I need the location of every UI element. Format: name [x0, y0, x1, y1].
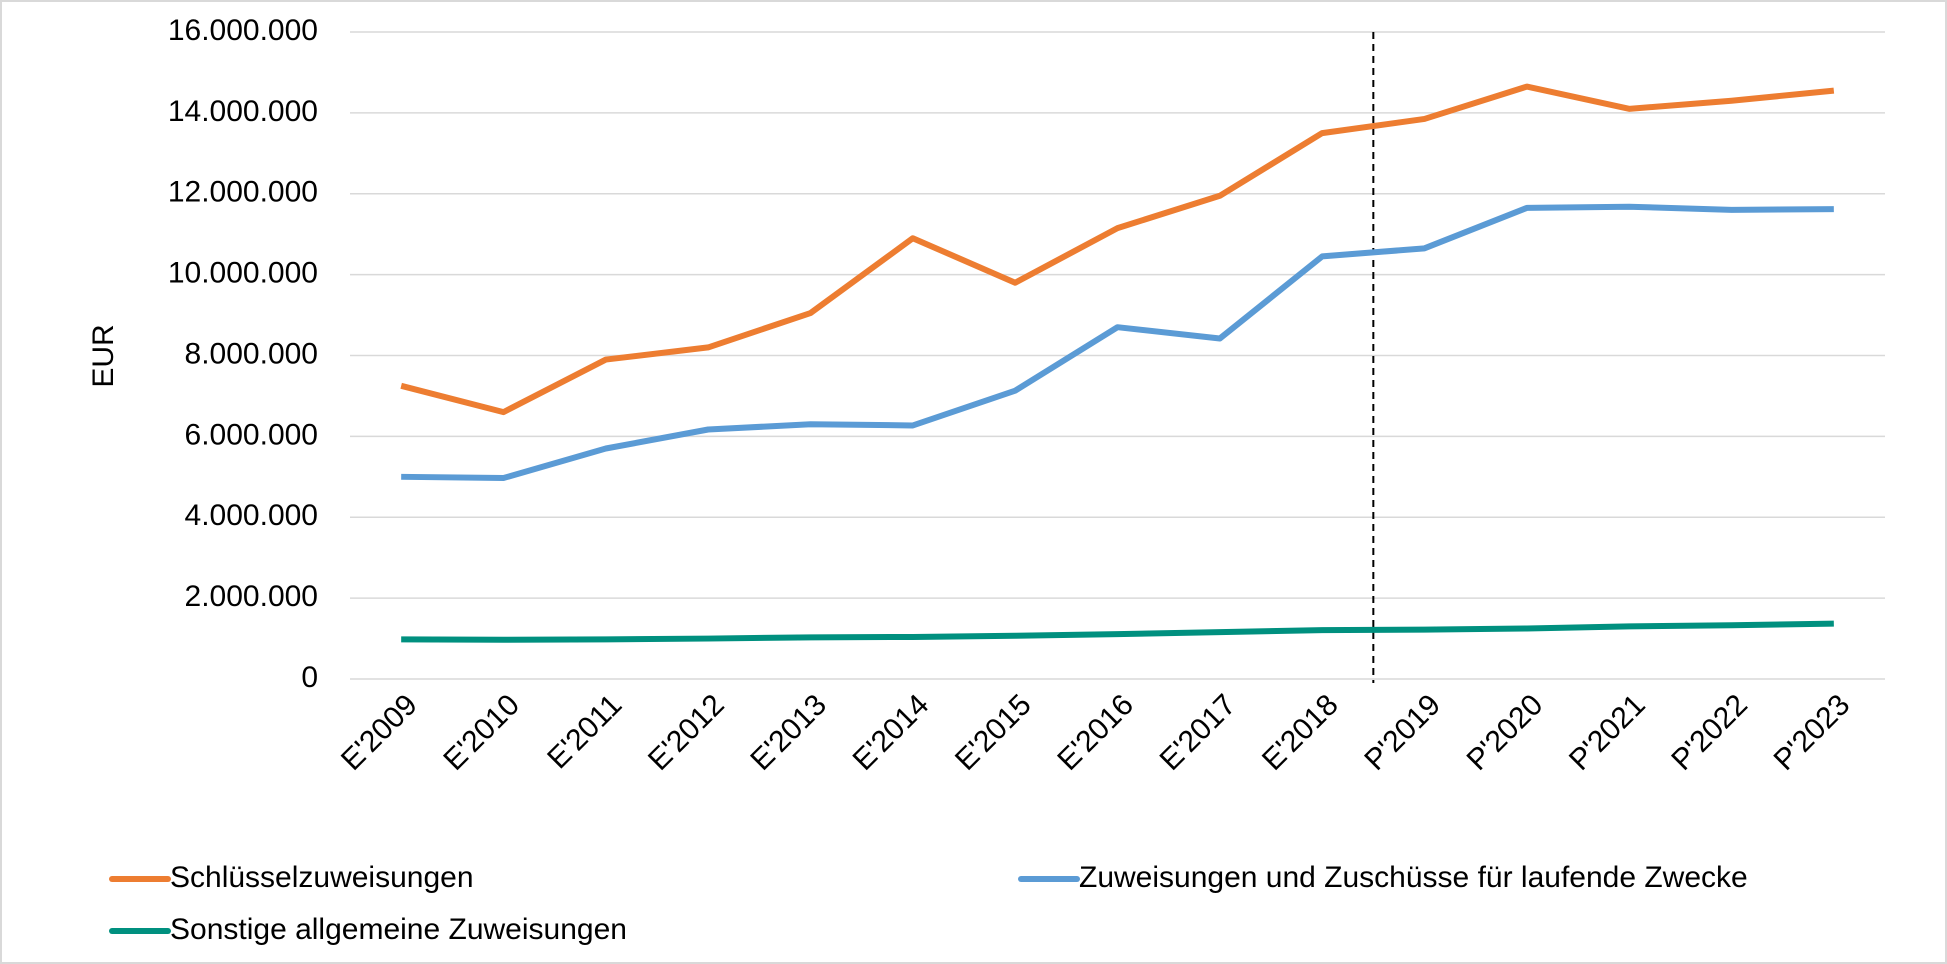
y-tick-label: 2.000.000	[185, 580, 318, 613]
y-tick-label: 10.000.000	[168, 257, 318, 290]
y-tick-label: 4.000.000	[185, 499, 318, 532]
y-tick-label: 8.000.000	[185, 337, 318, 370]
y-tick-label: 14.000.000	[168, 95, 318, 128]
y-axis-label: EUR	[87, 324, 120, 387]
y-tick-label: 6.000.000	[185, 418, 318, 451]
legend-label: Zuweisungen und Zuschüsse für laufende Z…	[1079, 861, 1748, 894]
series-line	[401, 203, 1834, 482]
y-tick-label: 12.000.000	[168, 176, 318, 209]
series-line	[400, 83, 1835, 416]
series-line	[401, 620, 1834, 643]
y-tick-label: 0	[301, 661, 318, 694]
y-tick-label: 16.000.000	[168, 14, 318, 47]
legend-label: Sonstige allgemeine Zuweisungen	[170, 913, 627, 946]
legend-label: Schlüsselzuweisungen	[170, 861, 474, 894]
